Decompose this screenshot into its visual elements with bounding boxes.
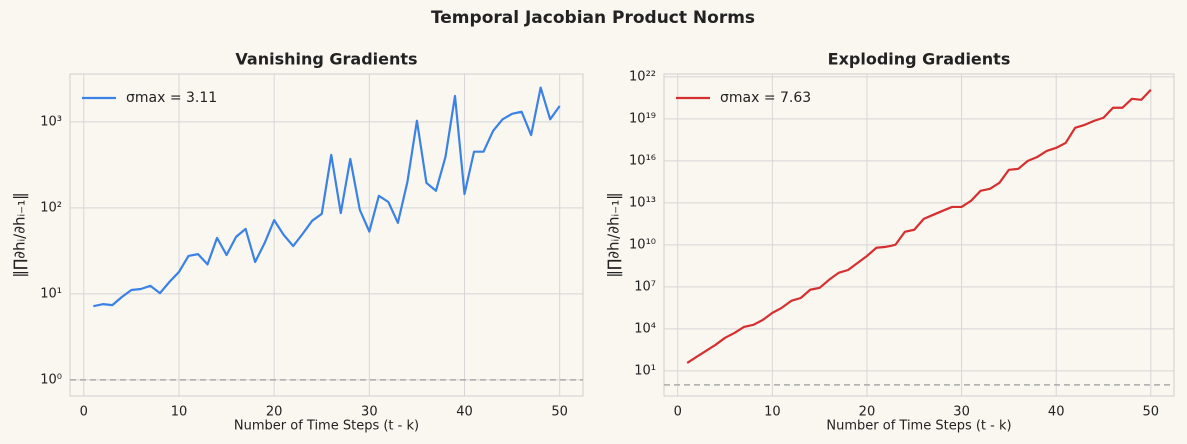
y-tick-label: 10²² — [629, 69, 656, 84]
x-tick-label: 30 — [953, 405, 970, 420]
y-axis-label: ‖∏∂hᵢ/∂hᵢ₋₁‖ — [605, 192, 623, 277]
x-tick-label: 20 — [859, 405, 876, 420]
data-line — [93, 86, 561, 308]
y-tick-label: 10¹⁶ — [629, 153, 656, 168]
legend-label: σmax = 3.11 — [126, 90, 217, 106]
data-line — [686, 88, 1152, 364]
x-tick-label: 10 — [171, 405, 188, 420]
axes-frame — [69, 73, 584, 397]
figure-title: Temporal Jacobian Product Norms — [431, 8, 755, 28]
x-axis-label: Number of Time Steps (t - k) — [234, 419, 419, 434]
y-tick-label: 10¹⁰ — [629, 237, 656, 252]
x-tick-label: 10 — [764, 405, 781, 420]
x-tick-label: 30 — [361, 405, 378, 420]
legend-label: σmax = 7.63 — [720, 90, 811, 106]
y-tick-label: 10¹⁹ — [629, 111, 656, 126]
x-tick-label: 40 — [456, 405, 473, 420]
x-tick-label: 0 — [80, 405, 88, 420]
x-tick-label: 20 — [266, 405, 283, 420]
y-axis-label: ‖∏∂hᵢ/∂hᵢ₋₁‖ — [11, 192, 29, 277]
x-tick-label: 50 — [551, 405, 568, 420]
y-tick-label: 10⁴ — [634, 321, 656, 336]
y-tick-label: 10⁰ — [40, 372, 62, 387]
y-tick-label: 10⁷ — [634, 279, 656, 294]
y-tick-label: 10¹ — [634, 363, 656, 378]
y-tick-label: 10¹ — [40, 286, 62, 301]
x-tick-label: 50 — [1143, 405, 1160, 420]
x-tick-label: 40 — [1048, 405, 1065, 420]
x-tick-label: 0 — [674, 405, 682, 420]
x-axis-label: Number of Time Steps (t - k) — [826, 419, 1011, 434]
y-tick-label: 10² — [40, 200, 62, 215]
axes-frame — [663, 73, 1175, 397]
y-tick-label: 10³ — [40, 114, 62, 129]
subplot-title: Vanishing Gradients — [235, 50, 417, 69]
subplot-title: Exploding Gradients — [828, 50, 1011, 69]
y-tick-label: 10¹³ — [629, 195, 656, 210]
